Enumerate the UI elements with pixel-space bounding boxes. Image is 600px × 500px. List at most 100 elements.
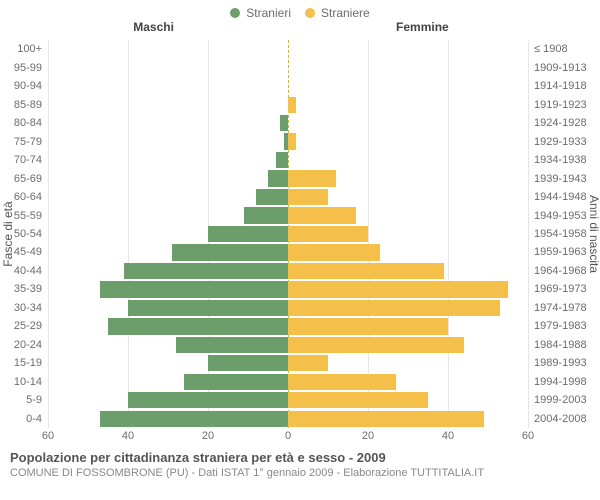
- bar-male: [208, 226, 288, 242]
- bar-male: [128, 392, 288, 408]
- y-label-birth: 1939-1943: [528, 173, 587, 185]
- chart-footer: Popolazione per cittadinanza straniera p…: [0, 446, 600, 479]
- chart-row: 85-891919-1923: [48, 95, 528, 113]
- chart-row: 55-591949-1953: [48, 206, 528, 224]
- y-axis-title-right: Anni di nascita: [587, 195, 600, 273]
- chart-row: 80-841924-1928: [48, 114, 528, 132]
- y-label-birth: 2004-2008: [528, 413, 587, 425]
- y-label-age: 90-94: [14, 80, 48, 92]
- legend-item-male: Stranieri: [230, 6, 291, 20]
- bar-male: [244, 207, 288, 223]
- x-tick-label: 0: [285, 430, 291, 442]
- y-label-age: 45-49: [14, 246, 48, 258]
- x-tick-label: 20: [362, 430, 374, 442]
- chart-row: 100+≤ 1908: [48, 40, 528, 58]
- y-label-age: 20-24: [14, 339, 48, 351]
- bar-female: [288, 411, 484, 427]
- y-label-birth: 1934-1938: [528, 154, 587, 166]
- y-label-birth: 1964-1968: [528, 265, 587, 277]
- bar-female: [288, 207, 356, 223]
- y-label-age: 30-34: [14, 302, 48, 314]
- y-label-birth: 1999-2003: [528, 394, 587, 406]
- header-female: Femmine: [396, 20, 449, 34]
- chart-row: 10-141994-1998: [48, 373, 528, 391]
- bar-male: [124, 263, 288, 279]
- y-label-age: 35-39: [14, 283, 48, 295]
- chart-row: 65-691939-1943: [48, 169, 528, 187]
- y-label-age: 60-64: [14, 191, 48, 203]
- bar-female: [288, 170, 336, 186]
- y-label-birth: 1984-1988: [528, 339, 587, 351]
- bar-female: [288, 374, 396, 390]
- y-label-age: 15-19: [14, 357, 48, 369]
- chart-row: 15-191989-1993: [48, 354, 528, 372]
- y-label-age: 0-4: [26, 413, 48, 425]
- y-label-age: 10-14: [14, 376, 48, 388]
- y-label-birth: 1954-1958: [528, 228, 587, 240]
- y-label-birth: 1989-1993: [528, 357, 587, 369]
- bar-male: [268, 170, 288, 186]
- bar-female: [288, 244, 380, 260]
- bar-female: [288, 263, 444, 279]
- y-label-age: 55-59: [14, 210, 48, 222]
- y-label-age: 25-29: [14, 320, 48, 332]
- y-label-birth: 1979-1983: [528, 320, 587, 332]
- y-label-birth: ≤ 1908: [528, 43, 568, 55]
- chart-row: 25-291979-1983: [48, 317, 528, 335]
- y-label-age: 65-69: [14, 173, 48, 185]
- bar-female: [288, 226, 368, 242]
- chart-row: 50-541954-1958: [48, 225, 528, 243]
- bar-female: [288, 355, 328, 371]
- y-label-birth: 1959-1963: [528, 246, 587, 258]
- x-tick-label: 60: [42, 430, 54, 442]
- bar-female: [288, 318, 448, 334]
- y-label-birth: 1909-1913: [528, 62, 587, 74]
- bar-male: [100, 411, 288, 427]
- chart-row: 20-241984-1988: [48, 336, 528, 354]
- bar-female: [288, 300, 500, 316]
- plot-area: Fasce di età Anni di nascita 100+≤ 19089…: [48, 40, 528, 428]
- y-label-age: 70-74: [14, 154, 48, 166]
- chart-row: 95-991909-1913: [48, 58, 528, 76]
- chart-row: 30-341974-1978: [48, 299, 528, 317]
- legend-label-male: Stranieri: [246, 6, 291, 20]
- y-label-age: 75-79: [14, 136, 48, 148]
- y-label-birth: 1994-1998: [528, 376, 587, 388]
- bar-male: [128, 300, 288, 316]
- chart-row: 90-941914-1918: [48, 77, 528, 95]
- bar-male: [172, 244, 288, 260]
- circle-icon: [230, 8, 240, 18]
- bar-male: [176, 337, 288, 353]
- bars-layer: 100+≤ 190895-991909-191390-941914-191885…: [48, 40, 528, 428]
- x-axis: 6040200204060: [48, 428, 528, 446]
- y-label-age: 85-89: [14, 99, 48, 111]
- y-label-birth: 1969-1973: [528, 283, 587, 295]
- chart-title: Popolazione per cittadinanza straniera p…: [10, 450, 590, 465]
- y-label-birth: 1944-1948: [528, 191, 587, 203]
- chart-subtitle: COMUNE DI FOSSOMBRONE (PU) - Dati ISTAT …: [10, 467, 590, 479]
- chart-row: 70-741934-1938: [48, 151, 528, 169]
- column-headers: Maschi Femmine: [48, 20, 528, 38]
- bar-male: [256, 189, 288, 205]
- y-label-age: 50-54: [14, 228, 48, 240]
- y-label-age: 95-99: [14, 62, 48, 74]
- y-label-birth: 1949-1953: [528, 210, 587, 222]
- bar-female: [288, 189, 328, 205]
- bar-male: [280, 115, 288, 131]
- legend-label-female: Straniere: [321, 6, 370, 20]
- x-tick-label: 60: [522, 430, 534, 442]
- bar-female: [288, 281, 508, 297]
- chart-row: 75-791929-1933: [48, 132, 528, 150]
- x-tick-label: 40: [122, 430, 134, 442]
- legend-item-female: Straniere: [305, 6, 370, 20]
- bar-male: [108, 318, 288, 334]
- circle-icon: [305, 8, 315, 18]
- header-male: Maschi: [133, 20, 174, 34]
- bar-female: [288, 97, 296, 113]
- bar-male: [276, 152, 288, 168]
- bar-male: [184, 374, 288, 390]
- bar-male: [208, 355, 288, 371]
- bar-male: [100, 281, 288, 297]
- x-tick-label: 40: [442, 430, 454, 442]
- bar-female: [288, 392, 428, 408]
